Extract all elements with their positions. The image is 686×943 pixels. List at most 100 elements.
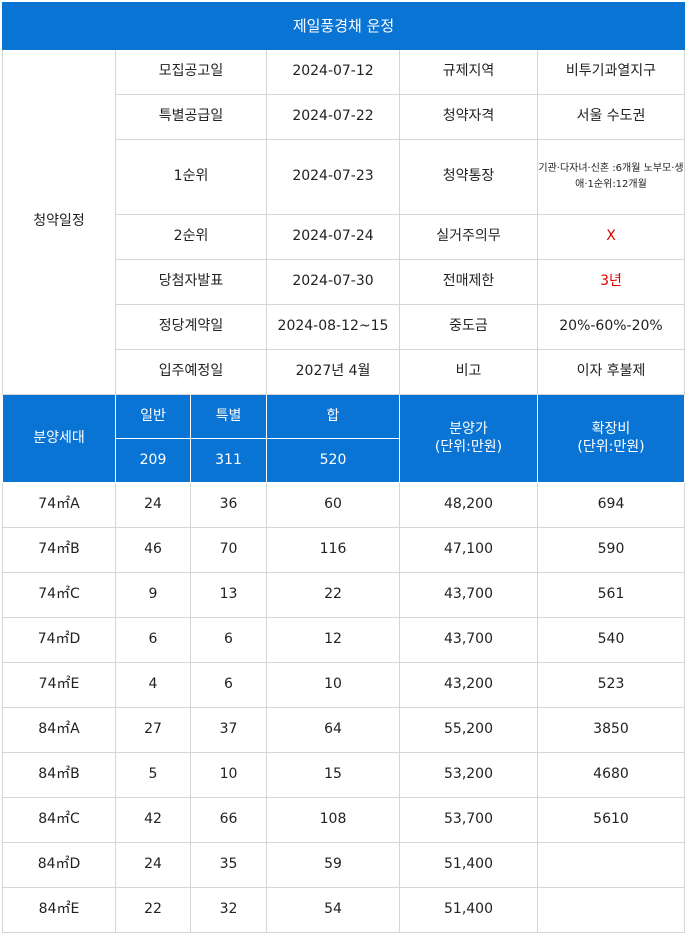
unit-general-cell: 22: [115, 887, 191, 933]
schedule-label: 입주예정일: [115, 349, 267, 395]
unit-special-cell: 6: [190, 662, 267, 708]
unit-type-cell: 74㎡A: [2, 482, 116, 528]
unit-total-cell: 59: [266, 842, 400, 888]
schedule-date: 2024-07-22: [266, 94, 400, 140]
unit-expansion-cell: 694: [537, 482, 685, 528]
table-row: 84㎡B 5 10 15 53,200 4680: [2, 752, 685, 798]
unit-expansion-cell: 3850: [537, 707, 685, 753]
unit-type-cell: 84㎡D: [2, 842, 116, 888]
unit-expansion-cell: 5610: [537, 797, 685, 843]
unit-expansion-cell: [537, 842, 685, 888]
unit-type-cell: 84㎡C: [2, 797, 116, 843]
unit-price-cell: 43,700: [399, 572, 538, 618]
unit-price-cell: 47,100: [399, 527, 538, 573]
unit-special-cell: 70: [190, 527, 267, 573]
unit-general-cell: 24: [115, 842, 191, 888]
unit-special-cell: 10: [190, 752, 267, 798]
unit-type-cell: 74㎡C: [2, 572, 116, 618]
unit-price-cell: 53,200: [399, 752, 538, 798]
schedule-label: 2순위: [115, 214, 267, 260]
unit-type-cell: 74㎡B: [2, 527, 116, 573]
unit-total-cell: 64: [266, 707, 400, 753]
unit-expansion-cell: 590: [537, 527, 685, 573]
table-row: 84㎡A 27 37 64 55,200 3850: [2, 707, 685, 753]
table-title: 제일풍경채 운정: [2, 2, 685, 50]
unit-price-cell: 51,400: [399, 842, 538, 888]
general-header: 일반: [115, 394, 191, 439]
unit-price-cell: 43,200: [399, 662, 538, 708]
unit-total-cell: 22: [266, 572, 400, 618]
schedule-label: 당첨자발표: [115, 259, 267, 305]
special-total: 311: [190, 438, 267, 483]
unit-special-cell: 32: [190, 887, 267, 933]
schedule-label: 특별공급일: [115, 94, 267, 140]
unit-type-cell: 84㎡B: [2, 752, 116, 798]
schedule-date: 2024-07-23: [266, 139, 400, 215]
info-label: 비고: [399, 349, 538, 395]
unit-expansion-cell: 540: [537, 617, 685, 663]
unit-type-cell: 84㎡E: [2, 887, 116, 933]
unit-special-cell: 37: [190, 707, 267, 753]
table-row: 84㎡D 24 35 59 51,400: [2, 842, 685, 888]
unit-type-cell: 74㎡E: [2, 662, 116, 708]
schedule-date: 2024-07-24: [266, 214, 400, 260]
total-header: 합: [266, 394, 400, 439]
unit-expansion-cell: [537, 887, 685, 933]
table-row: 84㎡C 42 66 108 53,700 5610: [2, 797, 685, 843]
expansion-header-label: 확장비: [591, 421, 631, 437]
unit-total-cell: 12: [266, 617, 400, 663]
info-label: 전매제한: [399, 259, 538, 305]
info-value: 이자 후불제: [537, 349, 685, 395]
unit-expansion-cell: 523: [537, 662, 685, 708]
schedule-label: 정당계약일: [115, 304, 267, 350]
grand-total: 520: [266, 438, 400, 483]
schedule-label: 1순위: [115, 139, 267, 215]
unit-special-cell: 66: [190, 797, 267, 843]
info-label: 중도금: [399, 304, 538, 350]
info-label: 청약자격: [399, 94, 538, 140]
price-header: 분양가 (단위:만원): [399, 394, 538, 483]
info-value: 3년: [537, 259, 685, 305]
unit-price-cell: 43,700: [399, 617, 538, 663]
unit-general-cell: 42: [115, 797, 191, 843]
schedule-date: 2024-07-30: [266, 259, 400, 305]
expansion-header: 확장비 (단위:만원): [537, 394, 685, 483]
schedule-date: 2024-07-12: [266, 49, 400, 95]
info-value: 기관·다자녀·신혼 :6개월 노부모·생애·1순위:12개월: [537, 139, 685, 215]
table-row: 84㎡E 22 32 54 51,400: [2, 887, 685, 933]
schedule-label: 모집공고일: [115, 49, 267, 95]
table-row: 74㎡C 9 13 22 43,700 561: [2, 572, 685, 618]
table-row: 74㎡B 46 70 116 47,100 590: [2, 527, 685, 573]
info-label: 실거주의무: [399, 214, 538, 260]
unit-price-cell: 48,200: [399, 482, 538, 528]
unit-total-cell: 54: [266, 887, 400, 933]
price-header-label: 분양가: [449, 421, 488, 437]
unit-price-cell: 53,700: [399, 797, 538, 843]
unit-general-cell: 4: [115, 662, 191, 708]
schedule-date: 2024-08-12~15: [266, 304, 400, 350]
info-value: 20%-60%-20%: [537, 304, 685, 350]
info-label: 규제지역: [399, 49, 538, 95]
unit-total-cell: 108: [266, 797, 400, 843]
table-row: 74㎡D 6 6 12 43,700 540: [2, 617, 685, 663]
unit-price-cell: 51,400: [399, 887, 538, 933]
unit-expansion-cell: 4680: [537, 752, 685, 798]
special-header: 특별: [190, 394, 267, 439]
table-row: 74㎡E 4 6 10 43,200 523: [2, 662, 685, 708]
unit-general-cell: 46: [115, 527, 191, 573]
unit-total-cell: 60: [266, 482, 400, 528]
info-label: 청약통장: [399, 139, 538, 215]
table-row: 74㎡A 24 36 60 48,200 694: [2, 482, 685, 528]
price-header-unit: (단위:만원): [434, 438, 503, 455]
unit-general-cell: 9: [115, 572, 191, 618]
unit-special-cell: 35: [190, 842, 267, 888]
unit-special-cell: 13: [190, 572, 267, 618]
unit-special-cell: 36: [190, 482, 267, 528]
unit-total-cell: 10: [266, 662, 400, 708]
info-value: 서울 수도권: [537, 94, 685, 140]
unit-total-cell: 15: [266, 752, 400, 798]
unit-type-header: 분양세대: [2, 394, 116, 483]
unit-general-cell: 5: [115, 752, 191, 798]
unit-general-cell: 27: [115, 707, 191, 753]
